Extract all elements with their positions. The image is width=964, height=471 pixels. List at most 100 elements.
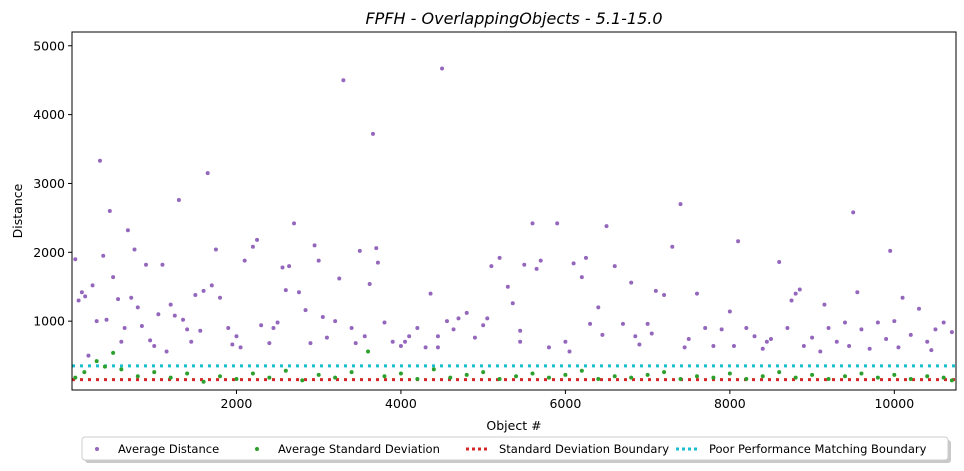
avg-std-point: [826, 376, 831, 381]
avg-distance-point: [403, 339, 408, 344]
avg-distance-point: [896, 345, 901, 350]
avg-distance-point: [341, 78, 346, 83]
avg-distance-point: [205, 171, 210, 176]
avg-distance-point: [370, 131, 375, 136]
avg-std-point: [135, 374, 140, 379]
avg-std-point: [250, 371, 255, 376]
avg-distance-point: [357, 248, 362, 253]
avg-std-point: [514, 374, 519, 379]
avg-distance-point: [842, 320, 847, 325]
avg-distance-point: [139, 323, 144, 328]
y-tick-label: 3000: [33, 176, 65, 191]
avg-distance-point: [472, 335, 477, 340]
avg-std-point: [908, 376, 913, 381]
avg-distance-point: [324, 335, 329, 340]
avg-distance-point: [900, 295, 905, 300]
avg-std-point: [398, 371, 403, 376]
avg-std-point: [300, 378, 305, 383]
x-tick-label: 4000: [385, 396, 417, 411]
legend-box: [81, 436, 949, 461]
avg-distance-point: [312, 243, 317, 248]
avg-std-point: [727, 371, 732, 376]
avg-distance-point: [90, 283, 95, 288]
avg-distance-point: [353, 341, 358, 346]
avg-std-point: [349, 370, 354, 375]
avg-distance-point: [218, 295, 223, 300]
avg-distance-point: [156, 312, 161, 317]
avg-distance-point: [415, 326, 420, 331]
avg-distance-point: [172, 313, 177, 318]
avg-distance-point: [94, 319, 99, 324]
avg-distance-point: [79, 290, 84, 295]
avg-std-point: [201, 379, 206, 384]
avg-distance-point: [851, 210, 856, 215]
avg-distance-point: [555, 221, 560, 226]
avg-distance-point: [280, 265, 285, 270]
avg-std-point: [102, 364, 107, 369]
y-tick-label: 2000: [33, 245, 65, 260]
avg-distance-point: [826, 326, 831, 331]
avg-distance-point: [135, 305, 140, 310]
avg-distance-point: [129, 295, 134, 300]
avg-distance-point: [213, 247, 218, 252]
avg-distance-point: [686, 337, 691, 342]
chart-title: FPFH - OverlappingObjects - 5.1-15.0: [365, 9, 662, 28]
avg-distance-point: [148, 338, 153, 343]
avg-distance-point: [645, 321, 650, 326]
avg-distance-point: [275, 320, 280, 325]
avg-distance-point: [440, 66, 445, 71]
avg-std-point: [267, 375, 272, 380]
avg-distance-point: [662, 292, 667, 297]
avg-distance-point: [375, 260, 380, 265]
avg-distance-point: [793, 291, 798, 296]
avg-distance-point: [176, 197, 181, 202]
avg-std-point: [842, 374, 847, 379]
avg-distance-point: [316, 258, 321, 263]
avg-std-point: [678, 376, 683, 381]
avg-std-point: [431, 367, 436, 372]
avg-std-point: [694, 374, 699, 379]
avg-distance-point: [489, 264, 494, 269]
avg-std-point: [744, 376, 749, 381]
avg-std-point: [579, 368, 584, 373]
avg-distance-point: [193, 292, 198, 297]
avg-distance-point: [160, 262, 165, 267]
avg-std-point: [596, 376, 601, 381]
avg-distance-point: [752, 334, 757, 339]
avg-distance-point: [122, 326, 127, 331]
avg-std-point: [464, 372, 469, 377]
avg-distance-point: [189, 339, 194, 344]
avg-distance-point: [209, 283, 214, 288]
plot-background: [72, 32, 956, 390]
avg-distance-point: [867, 346, 872, 351]
avg-std-point: [760, 374, 765, 379]
avg-distance-point: [620, 321, 625, 326]
avg-distance-point: [132, 247, 137, 252]
avg-distance-point: [884, 337, 889, 342]
avg-distance-point: [76, 298, 81, 303]
avg-distance-point: [801, 343, 806, 348]
avg-distance-point: [255, 237, 260, 242]
avg-distance-point: [571, 261, 576, 266]
avg-std-point: [546, 375, 551, 380]
avg-distance-point: [250, 244, 255, 249]
x-tick-label: 2000: [221, 396, 253, 411]
avg-distance-point: [859, 327, 864, 332]
avg-distance-point: [649, 331, 654, 336]
avg-distance-point: [744, 326, 749, 331]
x-axis-ticks: 2000 4000 6000 8000 10000: [221, 390, 914, 411]
avg-distance-point: [629, 280, 634, 285]
avg-distance-point: [181, 317, 186, 322]
avg-distance-point: [785, 326, 790, 331]
avg-distance-point: [925, 339, 930, 344]
avg-std-point: [111, 350, 116, 355]
avg-std-point: [892, 372, 897, 377]
y-axis-ticks: 1000 2000 3000 4000 5000: [33, 38, 72, 329]
avg-distance-point: [682, 345, 687, 350]
avg-distance-point: [703, 326, 708, 331]
plot-border: [71, 31, 957, 391]
avg-std-point: [185, 371, 190, 376]
legend-label-1: Average Standard Deviation: [278, 442, 440, 456]
avg-distance-point: [822, 302, 827, 307]
avg-distance-point: [390, 339, 395, 344]
